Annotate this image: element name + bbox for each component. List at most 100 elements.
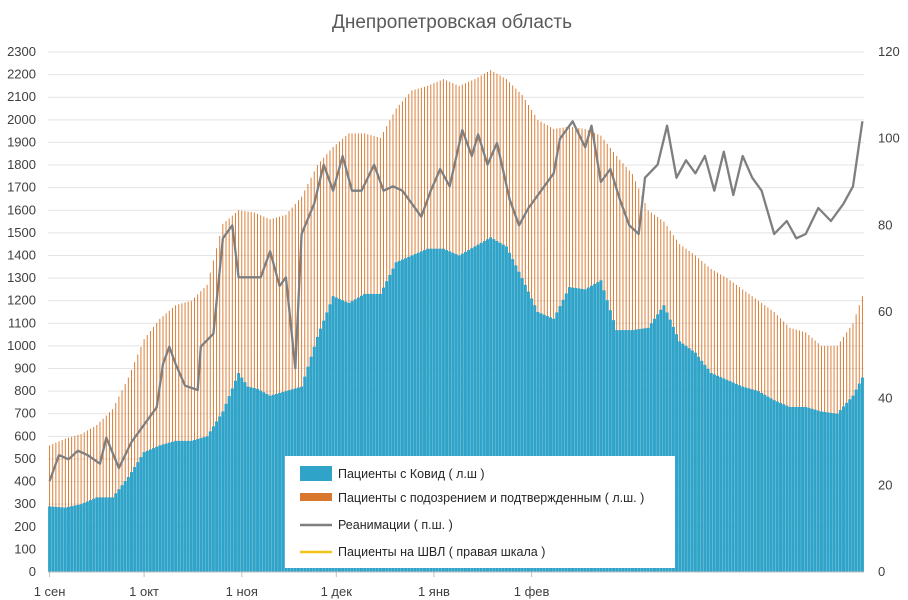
covid-bar [85, 501, 89, 572]
covid-bar [155, 446, 159, 572]
covid-bar [763, 394, 767, 572]
suspected-bar [64, 438, 66, 572]
covid-bar [274, 393, 278, 572]
covid-bar [142, 452, 146, 572]
legend-label-icu: Реанимации ( п.ш. ) [338, 518, 453, 532]
covid-bar [555, 312, 559, 572]
suspected-bar [112, 409, 114, 572]
covid-bar [498, 242, 502, 573]
covid-bar [426, 248, 430, 572]
suspected-bar [203, 288, 205, 572]
x-tick-label: 1 дек [321, 584, 353, 599]
suspected-bar [297, 200, 299, 572]
covid-bar [851, 395, 855, 572]
covid-bar [180, 440, 184, 572]
covid-bar [788, 406, 792, 572]
covid-bar [331, 296, 335, 572]
covid-bar [438, 248, 442, 572]
covid-bar [649, 323, 653, 572]
covid-bar [60, 507, 64, 572]
covid-bar [388, 274, 392, 572]
covid-bar [243, 382, 247, 572]
suspected-bar [187, 301, 189, 572]
covid-bar [54, 506, 58, 572]
covid-bar [278, 392, 282, 572]
covid-bar [816, 410, 820, 572]
right-axis-ticks: 0 20 40 60 80 100 120 [878, 44, 900, 579]
suspected-bar [225, 221, 227, 572]
covid-bar [448, 251, 452, 572]
covid-bar [567, 287, 571, 572]
covid-bar [372, 293, 376, 572]
covid-bar [842, 406, 846, 572]
x-tick-label: 1 фев [514, 584, 550, 599]
covid-bar [117, 489, 121, 572]
covid-bar [57, 507, 61, 572]
covid-bar [79, 504, 83, 572]
left-tick-label: 100 [14, 541, 36, 556]
covid-bar [492, 239, 496, 572]
legend-swatch-suspected [300, 493, 332, 501]
covid-bar [835, 413, 839, 572]
covid-bar [526, 291, 530, 572]
covid-bar [750, 389, 754, 572]
covid-bar [394, 262, 398, 572]
covid-bar [130, 472, 133, 572]
covid-bar [407, 256, 411, 572]
covid-bar [404, 258, 408, 572]
covid-bar [854, 389, 858, 572]
covid-bar [813, 409, 817, 572]
left-tick-label: 1500 [7, 225, 36, 240]
covid-bar [605, 300, 609, 572]
covid-bar [70, 506, 74, 572]
covid-bar [826, 412, 830, 572]
covid-bar [271, 394, 275, 572]
covid-bar [256, 388, 259, 572]
covid-bar [845, 402, 849, 572]
covid-bar [252, 388, 256, 572]
legend-box [285, 456, 675, 568]
left-tick-label: 1800 [7, 157, 36, 172]
left-tick-label: 500 [14, 451, 36, 466]
covid-bar [432, 248, 436, 572]
covid-bar [675, 334, 679, 572]
covid-bar [637, 329, 641, 572]
legend-item-suspected: Пациенты с подозрением и подтвержденным … [300, 491, 644, 505]
covid-bar [596, 282, 600, 572]
covid-bar [517, 271, 521, 572]
legend-item-icu: Реанимации ( п.ш. ) [300, 518, 453, 532]
covid-bar [215, 421, 219, 572]
covid-bar [419, 251, 423, 572]
right-tick-label: 40 [878, 391, 892, 406]
suspected-bar [206, 284, 208, 572]
suspected-bar [194, 297, 195, 572]
suspected-bar [105, 415, 107, 572]
covid-bar [794, 406, 798, 572]
covid-bar [520, 278, 524, 572]
covid-bar [671, 326, 675, 572]
covid-bar [791, 406, 795, 572]
covid-bar [586, 287, 590, 572]
covid-bar [779, 402, 782, 572]
covid-bar [82, 502, 86, 572]
right-tick-label: 60 [878, 304, 892, 319]
covid-bar [63, 507, 67, 572]
suspected-bar [124, 383, 126, 572]
covid-bar [523, 284, 527, 572]
left-tick-label: 1300 [7, 270, 36, 285]
covid-bar [706, 368, 710, 572]
covid-bar [482, 241, 486, 572]
left-tick-label: 1700 [7, 180, 36, 195]
covid-bar [857, 383, 861, 572]
covid-bar [712, 374, 716, 572]
suspected-bar [58, 441, 60, 572]
suspected-bar [219, 236, 221, 572]
covid-bar [681, 343, 685, 572]
covid-bar [829, 412, 833, 572]
suspected-bar [99, 421, 101, 572]
covid-bar [196, 439, 200, 572]
legend-swatch-covid [300, 466, 332, 481]
right-tick-label: 120 [878, 44, 900, 59]
covid-bar [508, 252, 512, 573]
covid-bar [337, 298, 341, 572]
